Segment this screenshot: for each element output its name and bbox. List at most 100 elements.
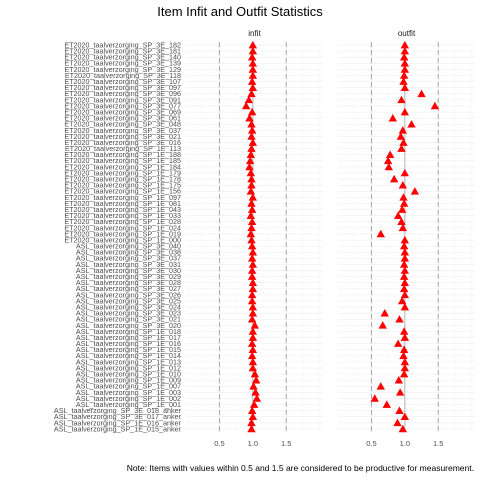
outfit-point <box>400 290 410 299</box>
infit-point <box>247 144 256 152</box>
infit-point <box>247 223 256 232</box>
y-tick-label: ET2020_taalverzorging_SP_1E_097 <box>64 193 181 202</box>
outfit-point <box>399 138 408 146</box>
infit-point <box>247 418 256 427</box>
infit-point <box>246 187 256 195</box>
infit-point <box>247 424 256 433</box>
infit-point <box>251 388 260 396</box>
infit-point <box>248 327 258 335</box>
y-tick-label: ASL_taalverzorging_SP_3E_024 <box>76 302 181 311</box>
y-tick-label: ET2020_taalverzorging_SP_3E_021 <box>64 132 181 141</box>
outfit-point <box>393 211 403 219</box>
infit-point <box>248 302 258 311</box>
infit-point <box>248 248 258 256</box>
outfit-point <box>398 181 408 189</box>
infit-point <box>247 266 257 274</box>
infit-point <box>247 296 257 305</box>
outfit-point <box>399 351 408 360</box>
outfit-point <box>400 363 410 372</box>
y-tick-label: ASL_taalverzorging_SP_3E_027 <box>76 284 181 293</box>
y-tick-label: ET2020_taalverzorging_SP_1E_156 <box>64 187 181 196</box>
y-tick-label: ET2020_taalverzorging_SP_3E_118 <box>65 71 181 80</box>
y-tick-label: ET2020_taalverzorging_SP_3E_091 <box>64 95 181 104</box>
infit-point <box>248 278 258 286</box>
y-tick-label: ASL_taalverzorging_SP_3E_018_anker <box>54 406 182 415</box>
infit-point <box>247 254 257 262</box>
infit-point <box>252 394 262 402</box>
y-tick-label: ASL_taalverzorging_SP_3E_037 <box>76 254 181 263</box>
outfit-point <box>397 217 406 226</box>
y-tick-label: ET2020_taalverzorging_SP_3E_181 <box>64 47 181 56</box>
outfit-point <box>383 156 393 165</box>
x-tick-label: 0.5 <box>214 439 224 448</box>
y-tick-label: ASL_taalverzorging_SP_1E_014 <box>76 351 181 360</box>
y-tick-label: ASL_taalverzorging_SP_3E_028 <box>76 278 181 287</box>
outfit-point <box>398 223 408 232</box>
y-tick-label: ET2020_taalverzorging_SP_3E_096 <box>64 89 181 98</box>
infit-point <box>248 71 258 79</box>
infit-point <box>250 369 260 378</box>
infit-point <box>247 126 257 134</box>
infit-point <box>249 382 258 390</box>
outfit-point <box>400 357 410 366</box>
y-tick-label: ET2020_taalverzorging_SP_1E_043 <box>64 205 181 214</box>
outfit-point <box>399 284 409 293</box>
infit-point <box>248 138 258 146</box>
outfit-point <box>400 46 410 55</box>
infit-point <box>247 339 257 347</box>
y-tick-label: ET2020_taalverzorging_SP_3E_097 <box>64 83 181 92</box>
y-tick-label: ET2020_taalverzorging_SP_1E_113 <box>65 144 181 153</box>
y-tick-label: ASL_taalverzorging_SP_1E_015_anker <box>54 424 182 433</box>
y-tick-label: ASL_taalverzorging_SP_1E_017 <box>76 333 181 342</box>
outfit-point <box>385 150 395 159</box>
infit-point <box>247 241 257 250</box>
outfit-point <box>400 254 410 262</box>
outfit-point <box>400 235 410 244</box>
chart-title: Item Infit and Outfit Statistics <box>157 4 323 19</box>
y-tick-label: ET2020_taalverzorging_SP_3E_140 <box>64 53 181 62</box>
y-tick-label: ET2020_taalverzorging_SP_1E_024 <box>64 223 181 232</box>
infit-point <box>247 120 256 128</box>
y-tick-label: ET2020_taalverzorging_SP_3E_016 <box>64 138 181 147</box>
infit-point <box>245 113 254 122</box>
y-tick-label: ET2020_taalverzorging_SP_1E_178 <box>64 175 181 184</box>
infit-point <box>248 83 258 91</box>
y-tick-label: ASL_taalverzorging_SP_1E_009 <box>76 376 181 385</box>
infit-point <box>248 345 258 354</box>
outfit-point <box>397 296 407 305</box>
outfit-point <box>400 40 410 49</box>
x-tick-label: 0.5 <box>366 439 376 448</box>
outfit-point <box>376 382 385 390</box>
infit-point <box>247 406 257 414</box>
infit-point <box>248 357 258 366</box>
outfit-point <box>400 248 410 256</box>
outfit-point <box>398 126 408 134</box>
outfit-point <box>376 229 385 238</box>
outfit-point <box>370 394 379 402</box>
outfit-point <box>395 315 404 323</box>
y-tick-label: ET2020_taalverzorging_SP_3E_048 <box>64 120 181 129</box>
outfit-point <box>395 406 404 414</box>
outfit-point <box>400 168 410 177</box>
infit-point <box>246 168 256 177</box>
outfit-point <box>400 333 410 341</box>
outfit-point <box>396 132 406 140</box>
panel-label-infit: infit <box>248 29 261 38</box>
y-tick-label: ET2020_taalverzorging_SP_1E_081 <box>64 199 181 208</box>
outfit-point <box>399 77 408 85</box>
y-tick-label: ASL_taalverzorging_SP_1E_007 <box>76 382 181 391</box>
y-tick-label: ET2020_taalverzorging_SP_3E_077 <box>64 101 181 110</box>
infit-point <box>247 217 257 226</box>
y-tick-label: ASL_taalverzorging_SP_1E_012 <box>76 363 181 372</box>
outfit-point <box>400 65 410 73</box>
x-tick-label: 1.0 <box>400 439 410 448</box>
outfit-point <box>407 120 416 128</box>
y-tick-label: ASL_taalverzorging_SP_1E_013 <box>76 357 181 366</box>
y-tick-label: ASL_taalverzorging_SP_1E_018 <box>76 327 181 336</box>
y-tick-label: ASL_taalverzorging_SP_3E_023 <box>76 309 181 318</box>
y-tick-label: ASL_taalverzorging_SP_3E_029 <box>76 272 181 281</box>
outfit-point <box>399 193 408 201</box>
y-tick-label: ASL_taalverzorging_SP_3E_020 <box>76 321 181 330</box>
outfit-point <box>397 205 407 213</box>
